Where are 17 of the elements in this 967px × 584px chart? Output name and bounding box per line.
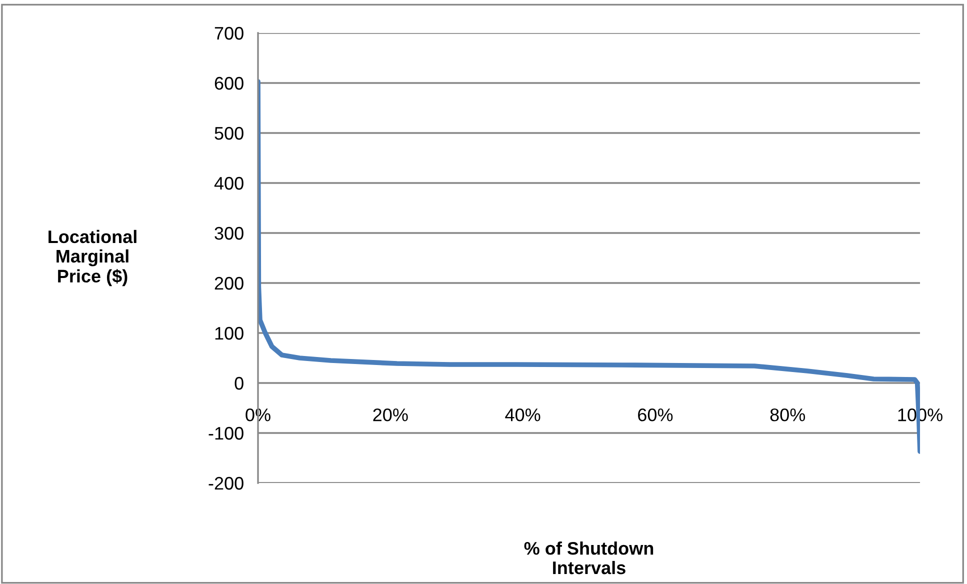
y-tick-label: 700 [214, 26, 244, 40]
y-tick-label: -100 [208, 426, 244, 440]
y-tick-label: 600 [214, 76, 244, 90]
x-tick-label: 80% [770, 408, 806, 422]
x-tick-label: 20% [373, 408, 408, 422]
y-tick-label: 100 [215, 326, 244, 340]
x-tick-label: 40% [505, 408, 540, 422]
y-tick-label: 300 [214, 226, 244, 240]
y-tick-label: -200 [208, 476, 244, 490]
x-axis-title: % of Shutdown Intervals [524, 542, 654, 574]
y-tick-label: 200 [214, 276, 244, 290]
x-tick-label: 0% [246, 408, 270, 422]
y-tick-label: 400 [214, 176, 244, 190]
y-axis-title: Locational Marginal Price ($) [48, 230, 136, 286]
y-tick-label: 500 [214, 126, 244, 140]
y-tick-label: 0 [234, 376, 244, 390]
x-tick-label: 60% [638, 408, 673, 422]
